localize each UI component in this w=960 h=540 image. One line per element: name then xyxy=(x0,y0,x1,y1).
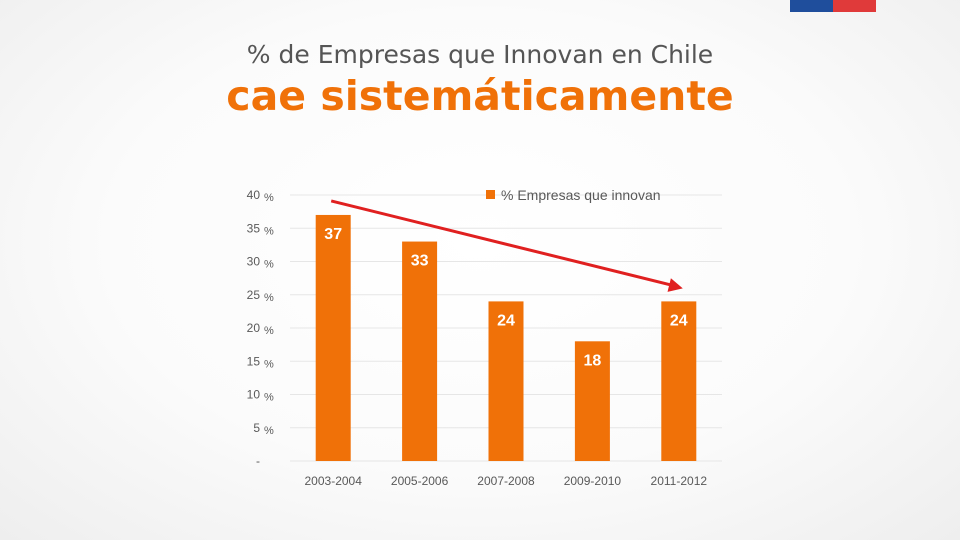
flag-red-segment xyxy=(833,0,876,12)
y-tick-label: 40 xyxy=(247,188,261,202)
y-tick-unit: % xyxy=(264,225,274,237)
y-tick-unit: % xyxy=(264,192,274,204)
y-tick-label: 25 xyxy=(247,288,261,302)
y-tick-unit: % xyxy=(264,425,274,437)
data-label: 37 xyxy=(324,226,342,243)
y-tick-unit: % xyxy=(264,292,274,304)
bar xyxy=(574,341,610,461)
legend-label: % Empresas que innovan xyxy=(501,187,661,203)
y-tick-label: 10 xyxy=(247,388,261,402)
chart-bars xyxy=(315,214,697,461)
flag-blue-segment xyxy=(790,0,833,12)
y-tick-label: - xyxy=(256,454,260,468)
trend-arrow-shaft xyxy=(330,199,674,287)
y-tick-label: 20 xyxy=(247,321,261,335)
legend-swatch xyxy=(486,190,495,199)
bar xyxy=(661,301,697,461)
data-label: 24 xyxy=(670,312,688,329)
x-tick-label: 2011-2012 xyxy=(651,474,708,488)
chart-legend: % Empresas que innovan xyxy=(486,187,661,203)
trend-arrow xyxy=(330,199,683,292)
y-axis: -5 %10 %15 %20 %25 %30 %35 %40% xyxy=(247,188,274,468)
x-axis: 2003-2004 2005-2006 2007-2008 2009-2010 2011… xyxy=(305,474,708,488)
y-tick-label: 35 xyxy=(247,221,261,235)
y-tick-unit: % xyxy=(264,325,274,337)
y-tick-label: 5 xyxy=(253,421,260,435)
title-block: % de Empresas que Innovan en Chile cae s… xyxy=(0,38,960,120)
y-tick-unit: % xyxy=(264,358,274,370)
x-tick-label: 2003-2004 xyxy=(305,474,363,488)
bar xyxy=(402,241,438,461)
slide-headline: cae sistemáticamente xyxy=(226,72,734,120)
y-tick-label: 30 xyxy=(247,255,261,269)
bar xyxy=(315,214,351,461)
slide-subtitle: % de Empresas que Innovan en Chile xyxy=(246,40,714,69)
flag-stripe xyxy=(790,0,876,12)
data-label: 18 xyxy=(584,352,602,369)
data-labels: 37 33 24 18 24 xyxy=(324,226,687,369)
y-tick-unit: % xyxy=(264,259,274,271)
x-tick-label: 2005-2006 xyxy=(391,474,449,488)
x-tick-label: 2009-2010 xyxy=(564,474,622,488)
y-tick-unit: % xyxy=(264,392,274,404)
y-tick-label: 15 xyxy=(247,354,261,368)
x-tick-label: 2007-2008 xyxy=(477,474,535,488)
trend-arrow-head xyxy=(667,278,683,292)
data-label: 33 xyxy=(411,253,429,270)
data-label: 24 xyxy=(497,312,515,329)
bar xyxy=(488,301,524,461)
